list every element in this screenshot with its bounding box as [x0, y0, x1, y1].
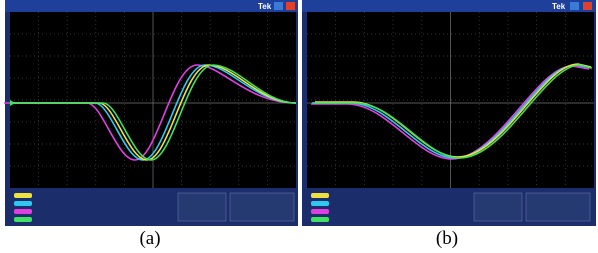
caption: (a): [139, 228, 160, 249]
button: [274, 2, 283, 10]
caption: (b): [436, 228, 458, 249]
toolbar: [5, 0, 298, 12]
button: [583, 2, 592, 10]
button: [286, 2, 295, 10]
brand: Tek: [258, 2, 272, 11]
brand: Tek: [552, 2, 566, 11]
figure: Tek Tek: [0, 0, 598, 253]
scope-panel-b: Tek: [302, 0, 596, 226]
scope-panel-a: Tek: [4, 0, 298, 226]
button: [570, 2, 579, 10]
